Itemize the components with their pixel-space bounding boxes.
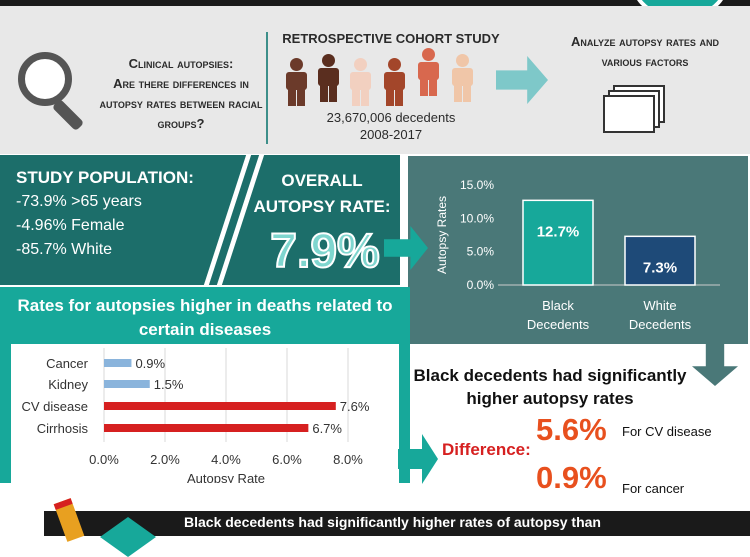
overall-rate-title: OVERALL AUTOPSY RATE: — [253, 171, 391, 216]
bar — [104, 402, 336, 410]
bar — [522, 199, 594, 286]
disease-bar-chart: 0.0% 2.0% 4.0% 6.0% 8.0% Autopsy Rate Cancer 0.… — [22, 348, 370, 483]
person-icon — [448, 54, 476, 102]
y-tick-label: 5.0% — [467, 245, 495, 259]
y-axis-label: Autopsy Rates — [435, 196, 449, 274]
difference-note: For cancer — [622, 481, 685, 496]
person-icon — [346, 58, 374, 106]
data-label: 0.9% — [135, 356, 165, 371]
difference-note: For CV disease — [622, 424, 712, 439]
difference-value: 0.9% — [536, 460, 607, 495]
research-question: Clinical autopsies: Are there difference… — [96, 54, 266, 134]
study-line: -73.9% >65 years — [16, 193, 142, 210]
category-label: Kidney — [48, 377, 88, 392]
person-icon — [314, 54, 342, 102]
y-tick-label: 10.0% — [460, 211, 494, 225]
person-icon — [380, 58, 408, 106]
x-tick-label: Decedents — [629, 317, 692, 332]
difference-label: Difference: — [442, 440, 531, 459]
question-body: Are there differences in autopsy rates b… — [99, 76, 263, 131]
magnifier-icon — [18, 52, 72, 106]
header-divider — [266, 32, 268, 144]
cohort-count: 23,670,006 decedents — [326, 110, 456, 125]
overall-rate-value: 7.9% — [269, 224, 380, 279]
x-tick-label: 2.0% — [150, 452, 180, 467]
top-bar — [0, 0, 750, 6]
bar — [104, 359, 132, 367]
y-tick-label: 0.0% — [467, 278, 495, 292]
bar — [104, 424, 309, 432]
study-line: -4.96% Female — [16, 217, 125, 234]
cohort-title: RETROSPECTIVE COHORT STUDY — [282, 31, 500, 46]
cohort-years: 2008-2017 — [359, 127, 423, 142]
x-tick-label: 0.0% — [89, 452, 119, 467]
footer-text: Black decedents had significantly higher… — [184, 514, 601, 530]
disease-chart-background — [11, 344, 399, 483]
x-tick-label: 6.0% — [272, 452, 302, 467]
data-label: 7.6% — [340, 399, 370, 414]
category-label: CV disease — [22, 399, 88, 414]
person-icon — [282, 58, 310, 106]
y-tick-label: 15.0% — [460, 178, 494, 192]
difference-value: 5.6% — [536, 412, 607, 447]
x-tick-label: White — [643, 298, 676, 313]
x-tick-label: Black — [542, 298, 574, 313]
x-tick-label: 8.0% — [333, 452, 363, 467]
person-icon — [414, 48, 442, 96]
x-tick-label: 4.0% — [211, 452, 241, 467]
race-bar-chart: 0.0% 5.0% 10.0% 15.0% Autopsy Rates 12.7% Blac… — [435, 178, 720, 332]
question-title: Clinical autopsies: — [128, 56, 234, 71]
bar — [624, 235, 696, 286]
x-tick-label: Decedents — [527, 317, 590, 332]
data-label: 12.7% — [537, 223, 580, 240]
documents-icon — [603, 85, 665, 133]
result-title: Black decedents had significantly higher… — [413, 366, 687, 408]
analyze-text: Analyze autopsy rates and various factor… — [570, 34, 720, 69]
data-label: 7.3% — [643, 259, 677, 276]
x-axis-label: Autopsy Rate — [187, 471, 265, 483]
study-population-title: STUDY POPULATION: — [16, 168, 194, 187]
data-label: 6.7% — [312, 421, 342, 436]
category-label: Cancer — [46, 356, 89, 371]
bar — [104, 380, 150, 388]
disease-chart-title: Rates for autopsies higher in deaths rel… — [17, 296, 393, 339]
study-line: -85.7% White — [16, 241, 113, 258]
study-panel — [0, 155, 400, 285]
data-label: 1.5% — [154, 377, 184, 392]
category-label: Cirrhosis — [37, 421, 89, 436]
footer-bar — [44, 511, 750, 536]
